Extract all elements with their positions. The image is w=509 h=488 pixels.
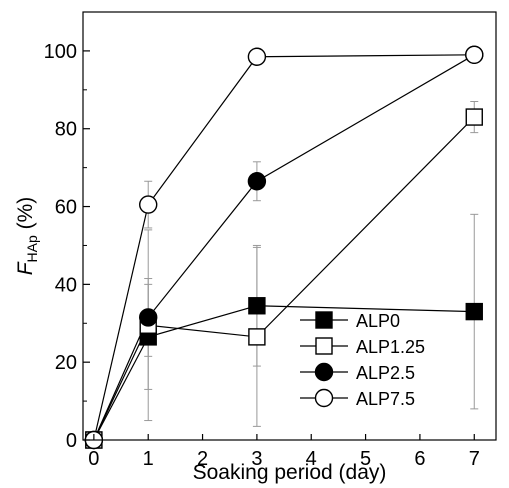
y-axis-ticks: 0 20 40 60 80 100 [44, 11, 90, 452]
series-line [93, 54, 475, 441]
data-point [465, 302, 483, 321]
data-point [139, 308, 158, 327]
legend-marker [314, 388, 334, 408]
x-tick-label: 2 [197, 448, 208, 470]
y-tick-label: 40 [55, 274, 77, 296]
legend-label: ALP2.5 [356, 363, 415, 383]
x-tick-label: 5 [360, 448, 371, 470]
plot-frame [82, 11, 497, 441]
data-point [139, 195, 158, 214]
data-markers [84, 45, 484, 450]
legend-label: ALP7.5 [356, 389, 415, 409]
series-lines [93, 54, 475, 441]
x-tick-label: 3 [251, 448, 262, 470]
legend-label: ALP1.25 [356, 337, 425, 357]
legend-marker [315, 311, 333, 329]
x-axis-label: Soaking period (day) [193, 461, 387, 484]
data-point [247, 47, 267, 66]
data-point [247, 172, 267, 191]
legend-marker [315, 337, 333, 355]
data-point [248, 297, 266, 315]
y-tick-label: 100 [44, 41, 77, 63]
y-axis-label-subscript: HAp [24, 235, 40, 262]
series-line [93, 116, 475, 441]
series-line [93, 54, 475, 441]
y-tick-label: 0 [66, 430, 77, 452]
y-tick-label: 20 [55, 352, 77, 374]
y-tick-label: 60 [55, 197, 77, 219]
x-tick-label: 4 [306, 448, 317, 470]
x-tick-label: 0 [88, 448, 99, 470]
legend-marker [314, 362, 334, 382]
legend-label: ALP0 [356, 311, 400, 331]
x-tick-label: 7 [469, 448, 480, 470]
x-tick-label: 1 [143, 448, 154, 470]
data-point [465, 45, 484, 64]
series-line [93, 305, 475, 441]
x-tick-label: 6 [414, 448, 425, 470]
data-point [248, 328, 266, 346]
data-point [465, 108, 483, 126]
y-axis-label-main: F [14, 261, 37, 275]
y-tick-label: 80 [55, 119, 77, 141]
legend: ALP0 ALP1.25 ALP2.5 ALP7.5 [300, 311, 425, 409]
x-axis-ticks: 0 1 2 3 4 5 6 7 [88, 434, 480, 470]
y-axis-label: FHAp (%) [14, 197, 40, 276]
y-axis-label-unit: (%) [14, 197, 37, 236]
